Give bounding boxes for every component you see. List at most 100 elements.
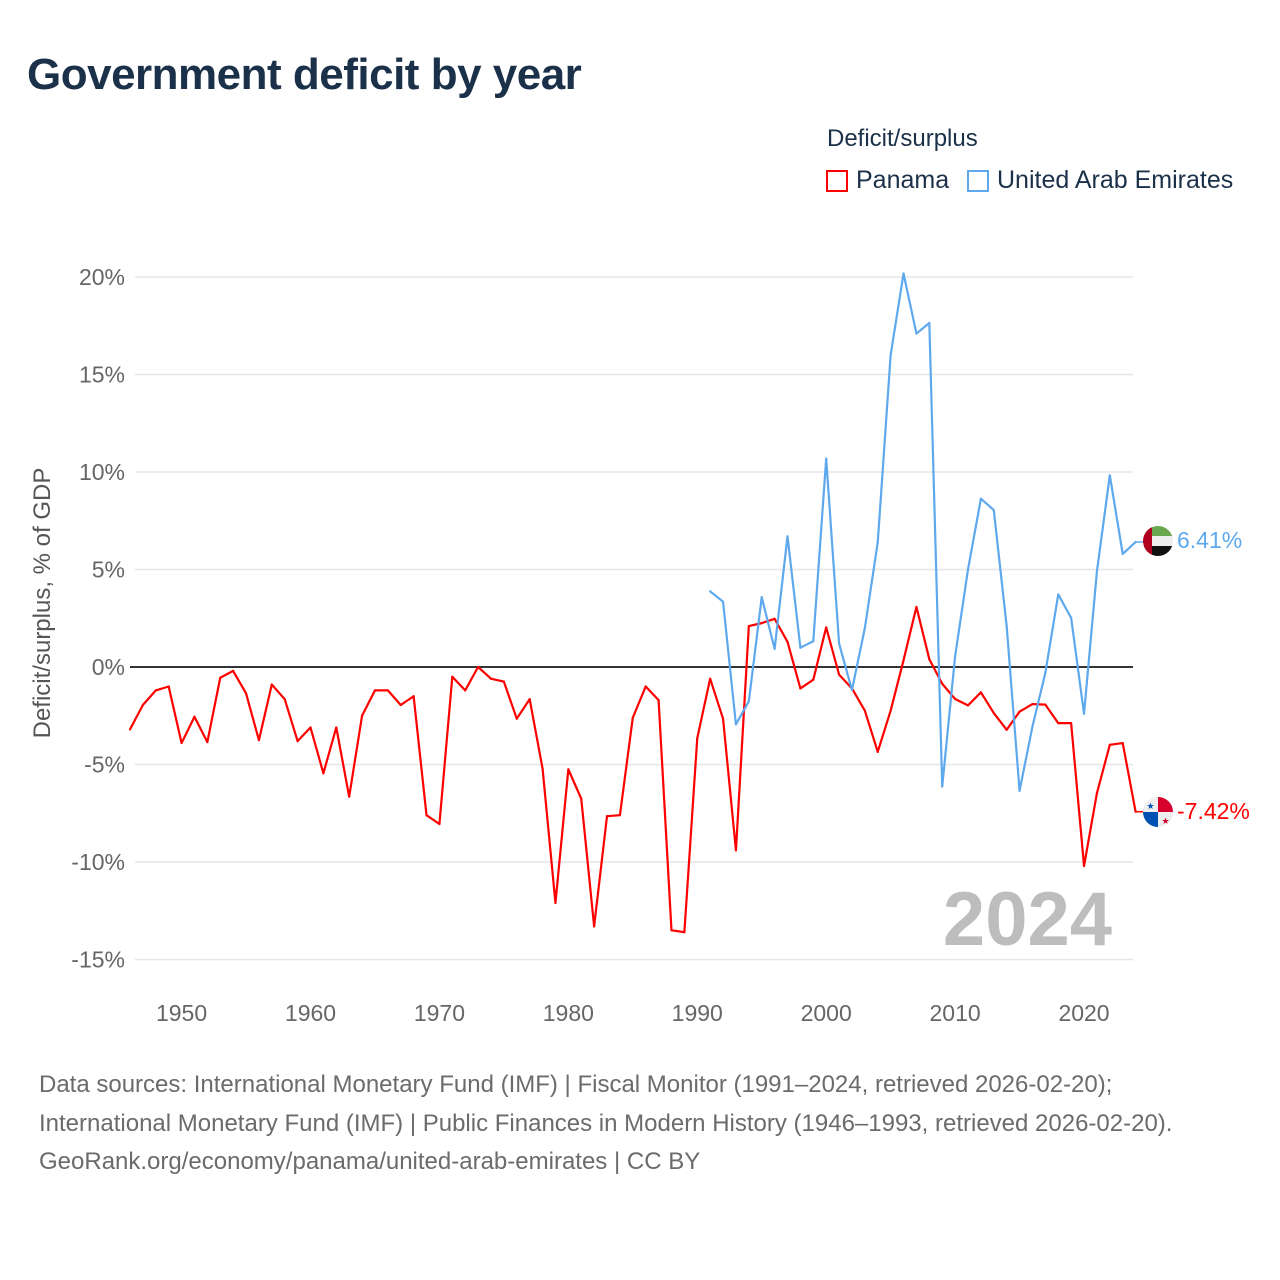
y-tick-label: 5%: [92, 557, 125, 583]
data-point-united-arab-emirates: [850, 688, 854, 692]
x-tick-label: 2010: [930, 1000, 981, 1026]
chart-title: Government deficit by year: [27, 50, 582, 99]
data-point-united-arab-emirates: [1031, 725, 1034, 728]
data-point-panama: [605, 815, 609, 818]
data-point-panama: [734, 849, 738, 852]
data-point-united-arab-emirates: [902, 272, 905, 275]
data-point-panama: [335, 726, 338, 729]
legend-label-panama: Panama: [856, 166, 950, 194]
data-point-panama: [1018, 710, 1021, 713]
data-point-panama: [1082, 864, 1086, 868]
data-point-panama: [631, 716, 634, 719]
data-point-panama: [863, 709, 866, 712]
y-tick-label: 10%: [79, 459, 125, 485]
data-point-panama: [180, 741, 183, 745]
legend-swatch-uae: [967, 169, 989, 192]
legend-item-uae[interactable]: United Arab Emirates: [967, 166, 1233, 195]
x-tick-label: 1990: [672, 1000, 723, 1026]
data-point-panama: [889, 709, 892, 712]
data-point-panama: [154, 689, 157, 692]
data-point-united-arab-emirates: [966, 568, 970, 571]
data-point-panama: [206, 740, 209, 744]
data-point-panama: [360, 714, 364, 717]
data-point-panama: [1108, 743, 1111, 746]
data-point-panama: [721, 717, 725, 720]
data-point-panama: [399, 703, 402, 707]
x-tick-label: 2020: [1058, 1000, 1109, 1026]
data-point-united-arab-emirates: [721, 600, 725, 603]
data-point-panama: [657, 699, 660, 702]
data-point-panama: [489, 677, 493, 680]
data-point-united-arab-emirates: [1005, 625, 1008, 628]
legend-title: Deficit/surplus: [827, 125, 978, 152]
data-point-panama: [954, 697, 957, 701]
data-point-united-arab-emirates: [786, 535, 789, 538]
data-point-panama: [476, 665, 480, 669]
data-point-panama: [773, 617, 776, 620]
svg-text:★: ★: [1161, 816, 1169, 826]
data-point-panama: [593, 925, 596, 928]
data-point-united-arab-emirates: [1108, 474, 1111, 477]
x-tick-label: 1980: [543, 1000, 594, 1026]
data-point-united-arab-emirates: [1044, 671, 1047, 674]
data-point-panama: [541, 767, 544, 770]
data-point-panama: [464, 689, 467, 692]
data-point-panama: [1095, 792, 1099, 795]
x-tick-label: 1970: [414, 1000, 465, 1026]
data-point-united-arab-emirates: [825, 457, 828, 460]
data-point-panama: [799, 687, 802, 690]
data-point-panama: [451, 675, 454, 678]
data-point-panama: [1057, 722, 1060, 725]
data-point-panama: [515, 717, 518, 720]
data-point-united-arab-emirates: [734, 723, 738, 726]
data-point-panama: [709, 677, 712, 680]
data-point-panama: [670, 929, 673, 932]
data-point-panama: [232, 669, 235, 673]
data-point-panama: [528, 698, 531, 701]
data-point-united-arab-emirates: [954, 655, 957, 658]
data-point-panama: [1005, 728, 1008, 731]
data-point-panama: [373, 689, 377, 692]
data-point-united-arab-emirates: [941, 785, 944, 788]
data-point-united-arab-emirates: [928, 321, 931, 325]
uae-end-label: 6.41%: [1177, 527, 1242, 553]
legend-item-panama[interactable]: Panama: [826, 166, 949, 195]
panama-end-label: -7.42%: [1177, 798, 1250, 824]
y-tick-label: 20%: [79, 264, 125, 290]
data-point-panama: [348, 795, 351, 798]
data-point-panama: [438, 822, 441, 826]
y-tick-label: 0%: [92, 654, 125, 680]
data-point-panama: [296, 740, 299, 743]
data-point-united-arab-emirates: [863, 626, 866, 630]
y-tick-label: 15%: [79, 362, 125, 388]
data-point-united-arab-emirates: [979, 497, 982, 500]
data-point-panama: [502, 680, 505, 683]
data-point-panama: [979, 691, 982, 694]
data-point-panama: [1070, 722, 1073, 725]
data-point-panama: [283, 698, 286, 701]
credit-link[interactable]: GeoRank.org/economy/panama/united-arab-e…: [39, 1148, 701, 1175]
data-point-panama: [425, 814, 428, 817]
data-point-panama: [309, 726, 312, 729]
data-point-panama: [567, 768, 570, 771]
data-point-united-arab-emirates: [1082, 712, 1086, 715]
x-tick-label: 1950: [156, 1000, 207, 1026]
data-sources: Data sources: International Monetary Fun…: [39, 1071, 1173, 1137]
data-point-united-arab-emirates: [876, 541, 879, 544]
data-point-panama: [992, 711, 995, 715]
data-point-united-arab-emirates: [773, 647, 776, 650]
panama-flag-icon: ★ ★: [1143, 797, 1173, 827]
data-point-panama: [966, 704, 970, 707]
data-point-united-arab-emirates: [1057, 593, 1060, 596]
data-point-panama: [270, 683, 273, 686]
data-point-panama: [1031, 702, 1034, 706]
legend-swatch-panama: [826, 169, 848, 192]
y-axis-ticks: 20% 15% 10% 5% 0% -5% -10% -15%: [71, 264, 125, 973]
gridlines: [130, 276, 1133, 961]
data-point-panama: [128, 728, 132, 731]
data-point-panama: [412, 695, 415, 698]
data-point-panama: [747, 624, 750, 628]
data-point-panama: [193, 715, 196, 718]
data-point-united-arab-emirates: [747, 700, 750, 703]
data-point-panama: [696, 737, 699, 740]
